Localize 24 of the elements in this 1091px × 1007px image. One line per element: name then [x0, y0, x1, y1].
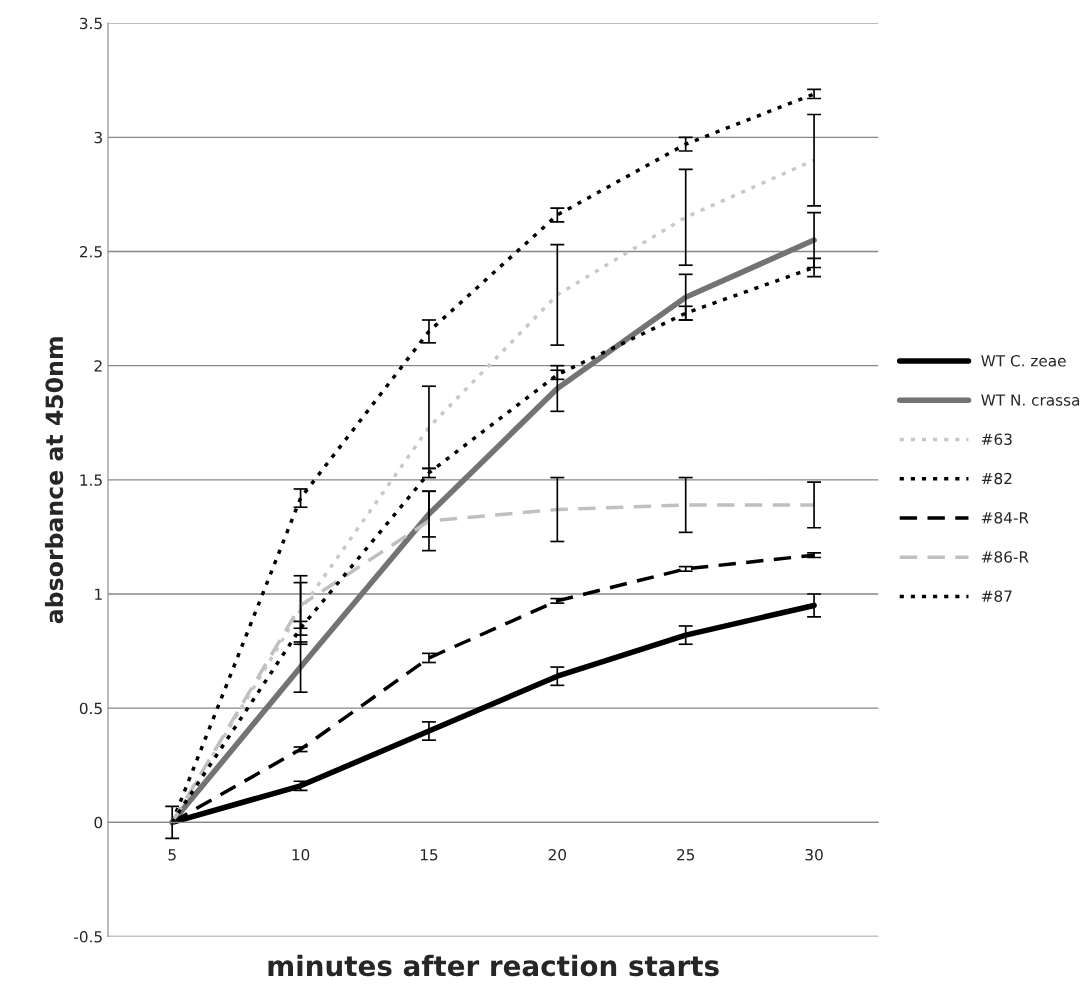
legend-label: WT C. zeae: [981, 355, 1066, 367]
y-tick-label: 0.5: [79, 702, 102, 715]
legend-label: #82: [981, 472, 1012, 485]
y-tick-label: 1.5: [80, 474, 102, 486]
y-tick-label: 3: [94, 131, 102, 144]
x-tick-label: 25: [677, 849, 695, 861]
legend-label: #87: [981, 590, 1012, 602]
y-tick-label: 1: [95, 588, 102, 600]
x-tick-label: 10: [292, 849, 310, 861]
y-axis-title: absorbance at 450nm: [44, 337, 64, 624]
x-axis-title: minutes after reaction starts: [268, 954, 719, 977]
x-tick-label: 30: [805, 849, 823, 861]
y-tick-label: 3.5: [80, 17, 102, 30]
x-tick-label: 15: [420, 849, 438, 861]
x-tick-label: 20: [548, 849, 567, 861]
x-tick-label: 5: [168, 849, 176, 861]
legend-label: WT N. crassa: [981, 394, 1080, 406]
y-tick-label: 0: [94, 816, 103, 829]
legend-label: #84-R: [981, 511, 1029, 524]
legend-label: #86-R: [981, 551, 1029, 563]
y-tick-label: 2.5: [79, 245, 102, 258]
y-tick-label: -0.5: [74, 930, 102, 943]
y-tick-label: 2: [94, 360, 102, 372]
legend-label: #63: [981, 433, 1012, 446]
